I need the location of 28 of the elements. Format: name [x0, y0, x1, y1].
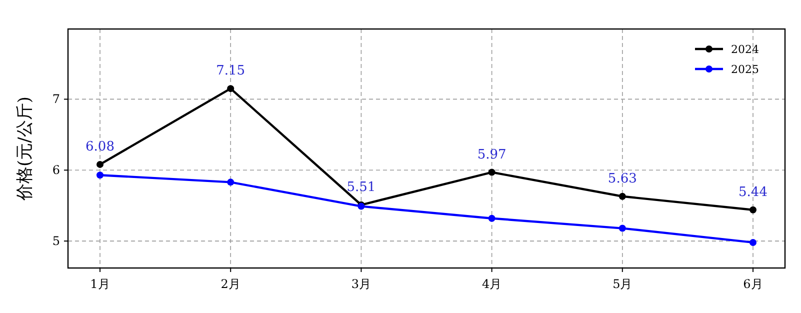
point: [227, 85, 234, 92]
y-tick-label: 6: [52, 163, 60, 178]
point: [96, 172, 104, 179]
point: [750, 238, 757, 246]
point: [750, 206, 757, 214]
x-tick-label: 6月: [743, 277, 763, 291]
data-label: 6.08: [86, 139, 114, 154]
data-label: 5.63: [608, 171, 637, 186]
x-tick-label: 4月: [482, 277, 502, 291]
point: [96, 160, 104, 168]
point: [488, 168, 496, 176]
data-label: 7.15: [216, 64, 246, 79]
x-tick-label: 5月: [612, 277, 632, 291]
data-label: 5.97: [477, 147, 506, 162]
point: [618, 224, 626, 232]
y-axis-title: 价格(元/公斤): [15, 96, 35, 202]
x-tick-label: 2月: [220, 277, 240, 291]
point: [227, 178, 234, 186]
legend-label: 2024: [731, 43, 759, 56]
y-tick-label: 5: [52, 234, 60, 248]
data-label: 5.44: [738, 184, 768, 200]
x-tick-label: 1月: [90, 277, 110, 291]
point: [618, 192, 626, 200]
x-tick-label: 3月: [351, 277, 372, 291]
y-tick-label: 7: [52, 92, 60, 106]
point: [488, 214, 496, 222]
legend-label: 2025: [731, 63, 759, 76]
data-label: 5.51: [346, 180, 376, 195]
